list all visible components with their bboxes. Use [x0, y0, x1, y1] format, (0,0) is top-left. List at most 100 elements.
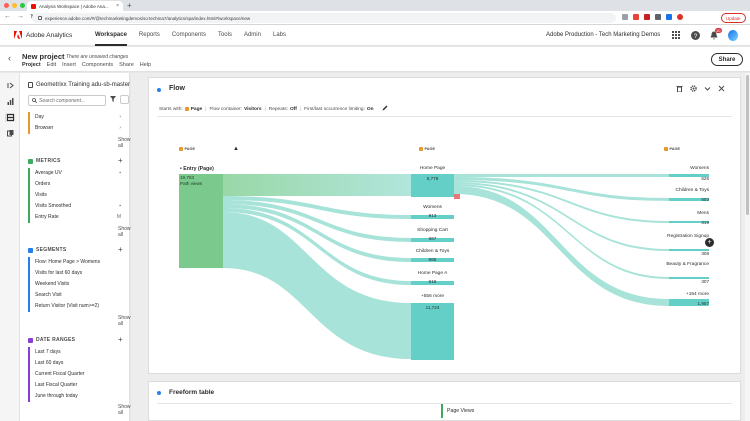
extension-icon[interactable]	[655, 14, 661, 20]
menu-insert[interactable]: Insert	[62, 62, 76, 68]
close-icon[interactable]	[718, 85, 725, 94]
panels-icon[interactable]	[5, 129, 15, 138]
browser-update-button[interactable]: Update	[721, 13, 746, 23]
collapse-rail-icon[interactable]	[5, 81, 15, 90]
show-all-segments[interactable]: Show all	[118, 315, 131, 327]
project-title[interactable]: New project	[22, 52, 65, 61]
flow-node-mens-step-3[interactable]	[669, 221, 709, 223]
list-item[interactable]: Weekend Visits	[28, 279, 123, 290]
nav-tools[interactable]: Tools	[217, 32, 232, 38]
extension-icon[interactable]	[622, 14, 628, 20]
flow-node-registration-step-3[interactable]	[669, 249, 709, 251]
share-button[interactable]: Share	[711, 53, 743, 66]
user-avatar[interactable]	[728, 29, 738, 41]
forward-arrow-icon[interactable]: →	[17, 13, 24, 20]
window-controls[interactable]	[4, 3, 25, 8]
flow-node-highlight[interactable]	[454, 192, 460, 199]
list-item[interactable]: Last 60 days	[28, 358, 123, 369]
list-item[interactable]: June through today	[28, 391, 123, 402]
chevron-down-icon[interactable]	[704, 85, 711, 94]
nav-reports[interactable]: Reports	[138, 32, 160, 38]
flow-link[interactable]	[223, 196, 411, 219]
list-item[interactable]: Entry Rate M	[28, 212, 123, 223]
visualizations-icon[interactable]	[5, 97, 15, 106]
panel-collapse-dot[interactable]	[157, 391, 161, 395]
delete-icon[interactable]	[676, 85, 683, 94]
minimize-window-icon[interactable]	[12, 3, 17, 8]
list-item[interactable]: Search Visit	[28, 290, 123, 301]
menu-components[interactable]: Components	[81, 62, 114, 68]
apps-grid-icon[interactable]	[671, 30, 681, 40]
filter-funnel-icon[interactable]	[110, 96, 116, 104]
flow-link[interactable]	[454, 174, 669, 177]
nav-labs[interactable]: Labs	[272, 32, 286, 38]
panel-collapse-dot[interactable]	[157, 88, 161, 92]
flow-link[interactable]	[223, 174, 411, 196]
extension-icon[interactable]	[633, 14, 639, 20]
add-segment-icon[interactable]: +	[118, 245, 123, 254]
extension-icon[interactable]	[666, 14, 672, 20]
list-item[interactable]: Visits	[28, 190, 123, 201]
expand-flow-icon[interactable]: +	[705, 238, 714, 247]
maximize-window-icon[interactable]	[20, 3, 25, 8]
org-switcher[interactable]: Adobe Production - Tech Marketing Demos	[546, 32, 661, 38]
edit-pencil-icon[interactable]	[382, 105, 388, 113]
add-date-range-icon[interactable]: +	[118, 335, 123, 344]
list-item[interactable]: Current Fiscal Quarter	[28, 369, 123, 380]
table-column-header[interactable]: Page Views	[441, 404, 641, 418]
flow-node-womens[interactable]	[411, 215, 454, 219]
back-arrow-icon[interactable]: ←	[4, 13, 11, 20]
flow-link[interactable]	[223, 212, 411, 359]
extension-icon[interactable]	[644, 14, 650, 20]
flow-title[interactable]: Flow	[169, 85, 185, 92]
flow-node-entry[interactable]	[179, 174, 223, 268]
scrollbar-thumb[interactable]	[746, 75, 749, 215]
show-all-date-ranges[interactable]: Show all	[118, 404, 131, 416]
new-tab-button[interactable]: +	[127, 1, 132, 10]
list-item[interactable]: Orders	[28, 179, 123, 190]
flow-node-womens-step-3[interactable]	[669, 174, 709, 177]
close-window-icon[interactable]	[4, 3, 9, 8]
list-item[interactable]: Last 7 days	[28, 347, 123, 358]
url-field[interactable]: experience.adobe.com/#/@techmarketingdem…	[32, 13, 616, 23]
list-item[interactable]: Return Visitor (Visit num>=2)	[28, 301, 123, 312]
flow-link[interactable]	[454, 177, 669, 201]
flow-node-children-toys[interactable]	[411, 258, 454, 262]
back-chevron-icon[interactable]: ‹	[8, 53, 11, 63]
report-suite-selector[interactable]: Geometrixx Training adu-sb-master	[28, 82, 130, 88]
help-icon[interactable]: ?	[690, 30, 700, 40]
flow-link[interactable]	[223, 204, 411, 262]
profile-icon[interactable]	[677, 14, 683, 20]
menu-edit[interactable]: Edit	[46, 62, 57, 68]
tab-close-icon[interactable]: ×	[116, 3, 119, 9]
notifications-bell-icon[interactable]: 10	[709, 28, 722, 40]
flow-link[interactable]	[223, 200, 411, 242]
add-metric-icon[interactable]: +	[118, 156, 123, 165]
chevron-right-icon[interactable]: ›	[119, 114, 121, 121]
menu-share[interactable]: Share	[119, 62, 134, 68]
show-all-metrics[interactable]: Show all	[118, 226, 131, 238]
show-all-dimensions[interactable]: Show all	[118, 137, 131, 149]
adobe-logo-icon[interactable]	[14, 31, 22, 39]
chevron-right-icon[interactable]: ›	[119, 125, 121, 132]
flow-node-home-page-a[interactable]	[411, 281, 454, 285]
flow-settings-summary[interactable]: Starts with: Page | Flow container: Visi…	[159, 105, 388, 113]
list-item[interactable]: Visits Smoothed ▪	[28, 201, 123, 212]
workspace-scrollbar[interactable]	[745, 73, 750, 421]
list-item[interactable]: Browser ›	[28, 123, 123, 134]
components-panel-icon[interactable]	[5, 113, 15, 122]
list-item[interactable]: Day ›	[28, 112, 123, 123]
menu-help[interactable]: Help	[139, 62, 152, 68]
nav-components[interactable]: Components	[171, 32, 206, 38]
settings-gear-icon[interactable]	[690, 85, 697, 94]
flow-link[interactable]	[454, 186, 669, 306]
component-search-input[interactable]: Search component...	[28, 95, 106, 106]
list-item[interactable]: Average UV ▪	[28, 168, 123, 179]
product-name[interactable]: Adobe Analytics	[26, 32, 73, 39]
sort-icon[interactable]	[120, 95, 129, 104]
list-item[interactable]: Last Fiscal Quarter	[28, 380, 123, 391]
flow-node-more[interactable]	[411, 303, 454, 360]
nav-workspace[interactable]: Workspace	[95, 25, 127, 46]
freeform-title[interactable]: Freeform table	[169, 389, 215, 396]
flow-node-beauty-step-3[interactable]	[669, 277, 709, 279]
